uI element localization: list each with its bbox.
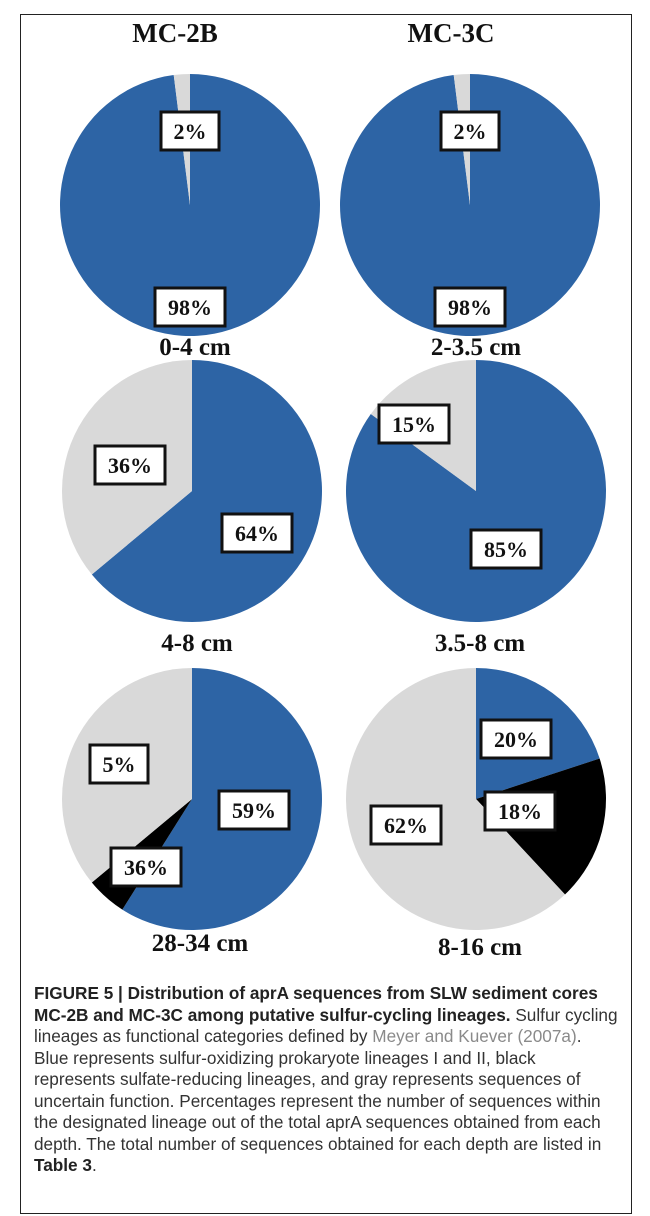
pie-data-label: 2% bbox=[159, 110, 221, 152]
pie-chart-mc3c-8-16cm: 20% 18% 62% bbox=[345, 668, 606, 930]
pie-data-label: 15% bbox=[377, 403, 451, 445]
svg-text:2%: 2% bbox=[454, 119, 487, 144]
column-title-left: MC-2B bbox=[132, 18, 218, 48]
depth-label-28-34cm: 28-34 cm bbox=[151, 930, 249, 957]
pie-data-label: 5% bbox=[88, 743, 150, 785]
pie-data-label: 62% bbox=[369, 804, 443, 846]
caption-body-1: Sulfur cycling lineages as functional ca… bbox=[34, 1004, 618, 1047]
svg-text:20%: 20% bbox=[494, 727, 538, 752]
svg-text:5%: 5% bbox=[103, 752, 136, 777]
svg-text:15%: 15% bbox=[392, 412, 436, 437]
pie-data-label: 18% bbox=[483, 790, 557, 832]
pie-data-label: 36% bbox=[93, 444, 167, 486]
svg-text:2%: 2% bbox=[174, 119, 207, 144]
column-title-right: MC-3C bbox=[407, 18, 495, 48]
pie-data-label: 85% bbox=[469, 528, 543, 570]
pie-chart-mc2b-4-8cm: 64% 36% bbox=[61, 360, 322, 622]
depth-label-0-4cm: 0-4 cm bbox=[159, 334, 231, 361]
pie-chart-mc2b-0-4cm: 98% 2% bbox=[59, 74, 320, 336]
pie-data-label: 36% bbox=[109, 846, 183, 888]
svg-text:98%: 98% bbox=[168, 295, 212, 320]
svg-text:36%: 36% bbox=[124, 855, 168, 880]
svg-text:18%: 18% bbox=[498, 799, 542, 824]
pie-data-label: 59% bbox=[217, 789, 291, 831]
pie-data-label: 98% bbox=[433, 286, 507, 328]
pie-data-label: 20% bbox=[479, 718, 553, 760]
depth-label-8-16cm: 8-16 cm bbox=[438, 934, 522, 961]
caption-table-link[interactable]: Table 3 bbox=[34, 1155, 92, 1175]
figure-caption: FIGURE 5 | Distribution of aprA sequence… bbox=[34, 983, 620, 1177]
pie-slice-sulfur-oxidizing bbox=[91, 360, 322, 622]
svg-text:59%: 59% bbox=[232, 798, 276, 823]
pie-chart-mc2b-28-34cm: 59% 5% 36% bbox=[61, 668, 323, 930]
svg-text:36%: 36% bbox=[108, 453, 152, 478]
svg-text:85%: 85% bbox=[484, 537, 528, 562]
pie-chart-mc3c-2-3.5cm: 98% 2% bbox=[340, 74, 600, 336]
caption-end: . bbox=[91, 1155, 97, 1175]
pie-chart-mc3c-3.5-8cm: 85% 15% bbox=[346, 360, 606, 622]
depth-label-4-8cm: 4-8 cm bbox=[161, 630, 233, 657]
caption-title: FIGURE 5 | Distribution of aprA sequence… bbox=[34, 983, 598, 1025]
svg-text:64%: 64% bbox=[235, 521, 279, 546]
caption-reference-link[interactable]: Meyer and Kuever (2007a) bbox=[372, 1026, 577, 1046]
depth-label-3.5-8cm: 3.5-8 cm bbox=[434, 630, 526, 657]
svg-text:62%: 62% bbox=[384, 813, 428, 838]
svg-text:98%: 98% bbox=[448, 295, 492, 320]
depth-label-2-3.5cm: 2-3.5 cm bbox=[430, 334, 522, 361]
pie-data-label: 98% bbox=[153, 286, 227, 328]
caption-body-2: . Blue represents sulfur-oxidizing proka… bbox=[34, 1026, 602, 1154]
pie-data-label: 2% bbox=[439, 110, 501, 152]
pie-slice-uncertain bbox=[345, 668, 565, 930]
pie-data-label: 64% bbox=[220, 512, 294, 554]
